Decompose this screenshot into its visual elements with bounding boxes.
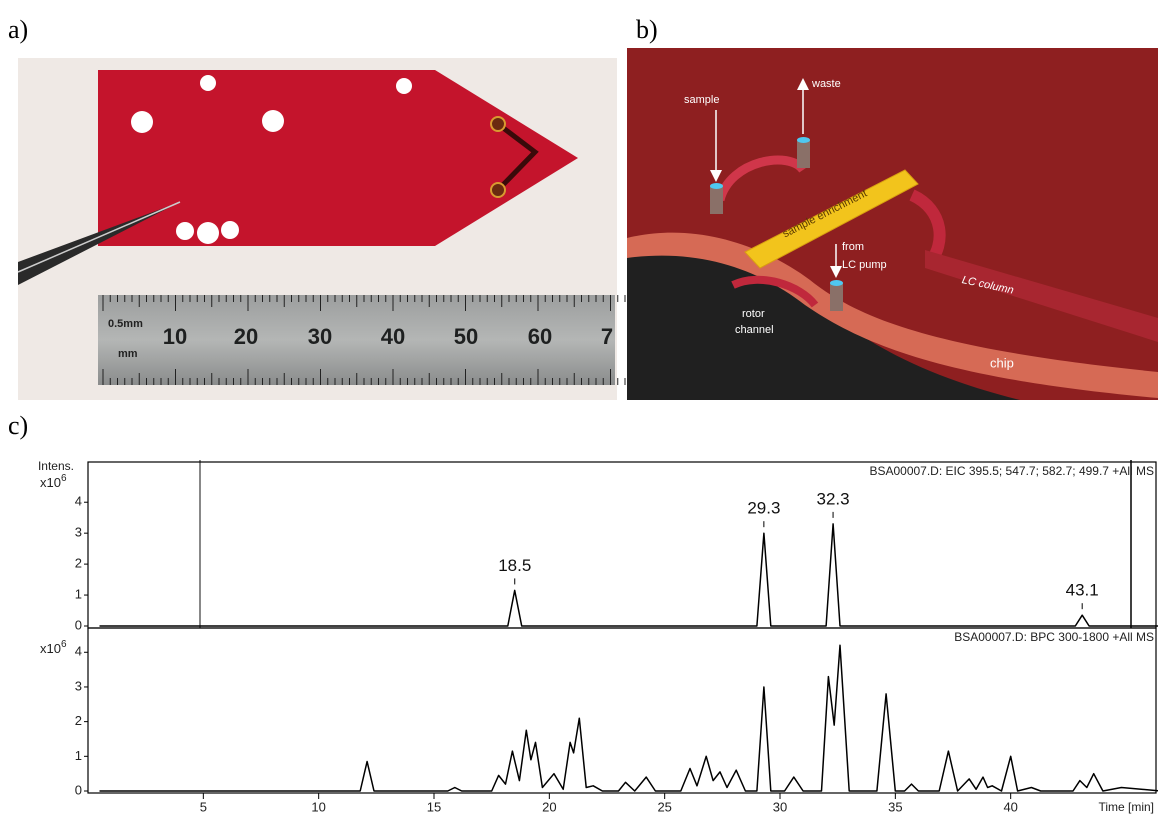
chromatogram: BSA00007.D: EIC 395.5; 547.7; 582.7; 499…: [38, 459, 1158, 814]
panel-title: BSA00007.D: EIC 395.5; 547.7; 582.7; 499…: [869, 464, 1154, 478]
diagram-label: rotor: [742, 308, 765, 320]
peak-label: 32.3: [817, 489, 850, 508]
port: [491, 117, 505, 131]
ruler-number: 60: [528, 324, 552, 349]
x-tick-label: 25: [657, 799, 671, 814]
ruler-number: 20: [234, 324, 258, 349]
y-multiplier-exponent: 6: [61, 473, 67, 484]
x-tick-label: 30: [773, 799, 787, 814]
x-tick-label: 35: [888, 799, 902, 814]
y-multiplier: x106: [40, 473, 67, 491]
panel-label: c): [8, 411, 28, 440]
x-tick-label: 20: [542, 799, 556, 814]
panel-title: BSA00007.D: BPC 300-1800 +All MS: [954, 630, 1154, 644]
plot-frame: [88, 462, 1156, 628]
y-tick-label: 3: [75, 678, 82, 693]
x-axis-label: Time [min]: [1098, 800, 1154, 814]
y-multiplier-base: x10: [40, 641, 61, 656]
y-tick-label: 2: [75, 713, 82, 728]
diagram-label: chip: [990, 355, 1014, 370]
diagram-b: sample waste sample enrichment from LC p…: [627, 48, 1158, 400]
ruler-number: 50: [454, 324, 478, 349]
x-tick-label: 15: [427, 799, 441, 814]
y-multiplier: x106: [40, 639, 67, 657]
figure: a) b) c) 0.5mm mm 10 20 30 40 50 60 7: [0, 0, 1158, 816]
y-tick-label: 0: [75, 617, 82, 632]
trace: [100, 524, 1158, 626]
y-tick-label: 2: [75, 556, 82, 571]
port: [491, 183, 505, 197]
photo-a: 0.5mm mm 10 20 30 40 50 60 7: [18, 58, 625, 400]
ruler-number: 7: [601, 324, 613, 349]
ruler-number: 40: [381, 324, 405, 349]
ruler-unit: mm: [118, 348, 138, 360]
ruler-unit: 0.5mm: [108, 318, 143, 330]
y-tick-label: 0: [75, 782, 82, 797]
diagram-label: from: [842, 241, 864, 253]
x-tick-label: 40: [1003, 799, 1017, 814]
x-tick-label: 5: [200, 799, 207, 814]
y-tick-label: 4: [75, 494, 82, 509]
peak-label: 43.1: [1066, 581, 1099, 600]
trace: [100, 645, 1158, 791]
y-tick-label: 1: [75, 586, 82, 601]
x-tick-label: 10: [311, 799, 325, 814]
y-tick-label: 4: [75, 644, 82, 659]
peak-label: 29.3: [747, 499, 780, 518]
ruler-number: 10: [163, 324, 187, 349]
diagram-label: LC pump: [842, 259, 887, 271]
peak-label: 18.5: [498, 556, 531, 575]
panel-label: a): [8, 15, 28, 44]
ruler-number: 30: [308, 324, 332, 349]
y-tick-label: 1: [75, 748, 82, 763]
diagram-label: sample: [684, 94, 719, 106]
diagram-label: waste: [811, 78, 841, 90]
diagram-label: channel: [735, 324, 774, 336]
y-tick-label: 3: [75, 525, 82, 540]
y-multiplier-exponent: 6: [61, 639, 67, 650]
panel-label: b): [636, 15, 658, 44]
plot-frame: [88, 628, 1156, 793]
y-axis-label: Intens.: [38, 459, 74, 473]
y-multiplier-base: x10: [40, 475, 61, 490]
